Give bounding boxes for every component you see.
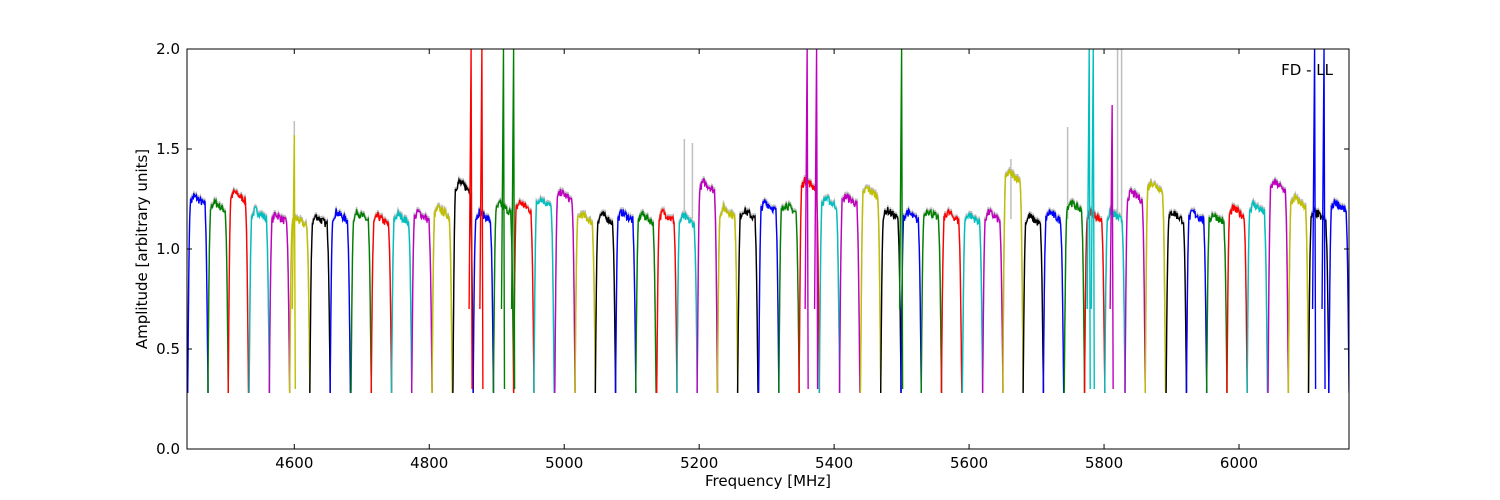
subband-line	[940, 208, 963, 394]
subband-line	[838, 192, 861, 394]
x-tick-label: 5400	[815, 454, 853, 472]
rfi-spike	[291, 134, 296, 390]
rfi-spike	[898, 49, 904, 390]
subband-line	[350, 208, 373, 394]
subband-line	[757, 199, 780, 394]
subband-line	[594, 210, 617, 394]
subband-line	[227, 187, 250, 394]
x-tick-label: 6000	[1220, 454, 1258, 472]
subband-line	[1022, 212, 1045, 394]
subband-line	[900, 207, 922, 394]
subband-line	[390, 208, 413, 394]
subband-line	[472, 208, 495, 394]
subband-line	[187, 192, 209, 394]
subband-line	[431, 204, 453, 394]
subband-line	[248, 205, 271, 394]
subband-line	[574, 211, 597, 394]
y-axis: 0.0 0.5 1.0 1.5 2.0	[156, 40, 1349, 458]
rfi-spike	[1311, 49, 1317, 390]
rfi-spike	[510, 49, 516, 390]
subband-line	[533, 195, 555, 394]
subband-traces	[187, 49, 1349, 394]
subband-line	[778, 201, 800, 394]
y-tick-label: 1.0	[156, 240, 180, 258]
subband-line	[1287, 192, 1310, 394]
subband-line	[920, 208, 943, 394]
y-tick-label: 0.5	[156, 340, 180, 358]
y-axis-label: Amplitude [arbitrary units]	[133, 149, 151, 349]
rfi-spike	[1321, 49, 1326, 390]
background-subband-line	[1124, 186, 1147, 392]
subband-line	[981, 207, 1004, 394]
background-subband-line	[696, 176, 719, 392]
subband-line	[1042, 209, 1065, 394]
subband-line	[1328, 199, 1349, 394]
background-subband-line	[574, 209, 597, 392]
rfi-spike	[813, 49, 819, 390]
subband-line	[676, 211, 698, 394]
rfi-spike	[500, 49, 506, 390]
annotation-label: FD - LL	[1281, 61, 1333, 79]
rfi-spike	[479, 49, 484, 390]
subband-line	[554, 188, 576, 394]
x-tick-label: 4600	[275, 454, 313, 472]
subband-line	[635, 210, 657, 394]
subband-line	[207, 198, 229, 394]
x-tick-label: 5600	[950, 454, 988, 472]
subband-line	[1124, 188, 1146, 394]
subband-line	[880, 207, 902, 394]
subband-line	[859, 185, 882, 394]
subband-line	[961, 212, 984, 394]
x-axis: 4600 4800 5000 5200 5400 5600 5800 6000	[275, 49, 1258, 472]
background-subband-line	[207, 196, 230, 392]
x-tick-label: 5000	[545, 454, 583, 472]
subband-line	[1246, 199, 1269, 394]
x-tick-label: 5800	[1085, 454, 1123, 472]
rfi-spike	[468, 49, 473, 390]
x-axis-label: Frequency [MHz]	[705, 472, 831, 490]
subband-line	[370, 211, 393, 394]
subband-line	[1205, 212, 1228, 394]
subband-line	[1307, 205, 1330, 394]
subband-line	[1267, 178, 1290, 394]
subband-line	[818, 195, 841, 394]
rfi-spike	[1090, 49, 1095, 390]
rfi-spike	[1109, 104, 1114, 390]
y-tick-label: 0.0	[156, 440, 180, 458]
subband-line	[696, 178, 719, 394]
plot-background	[187, 49, 1349, 449]
rfi-spike	[804, 49, 809, 390]
background-subband-line	[778, 199, 800, 392]
subband-line	[1104, 206, 1126, 394]
subband-line	[1144, 180, 1167, 394]
subband-line	[411, 208, 433, 394]
subband-line	[329, 208, 352, 394]
rfi-spike	[1086, 49, 1091, 390]
x-tick-label: 5200	[680, 454, 718, 472]
x-tick-label: 4800	[410, 454, 448, 472]
subband-line	[1185, 208, 1208, 394]
subband-line	[736, 207, 759, 394]
subband-line	[1165, 210, 1188, 394]
y-tick-label: 1.5	[156, 140, 180, 158]
background-subband-line	[410, 206, 433, 392]
subband-line	[1002, 168, 1024, 394]
subband-line	[1063, 199, 1086, 394]
subband-line	[512, 199, 535, 394]
subband-line	[268, 211, 291, 394]
subband-line	[614, 209, 637, 394]
subband-line	[309, 214, 331, 394]
subband-line	[1226, 204, 1248, 394]
subband-line	[656, 207, 678, 394]
subband-line	[716, 201, 739, 394]
y-tick-label: 2.0	[156, 40, 180, 58]
